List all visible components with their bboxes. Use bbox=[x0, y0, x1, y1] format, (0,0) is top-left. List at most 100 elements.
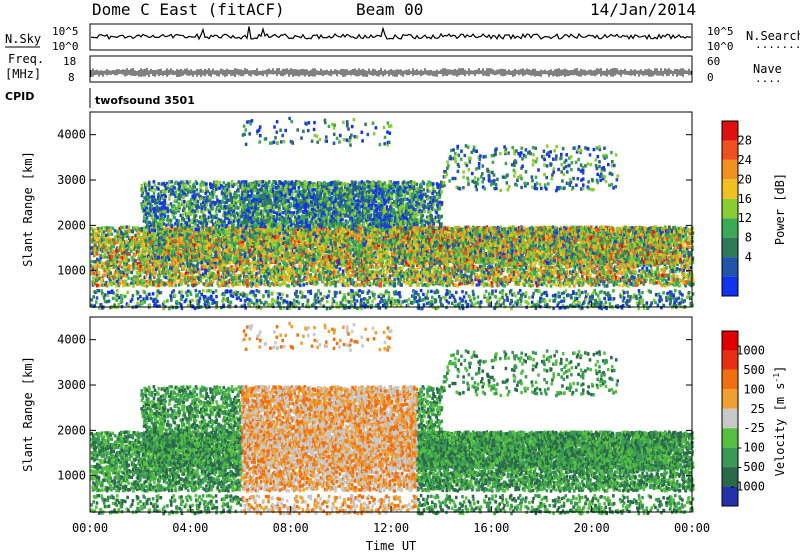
power-cell-4251 bbox=[485, 274, 488, 277]
power-cell-965 bbox=[180, 278, 183, 281]
power-cell-2331 bbox=[307, 238, 310, 241]
power-cell-2122 bbox=[287, 275, 290, 278]
power-cell-2633 bbox=[336, 275, 339, 278]
power-cell-2963 bbox=[365, 264, 368, 267]
power-cell-271 bbox=[116, 260, 119, 263]
power-cell-2069 bbox=[284, 279, 287, 282]
power-cell-2417 bbox=[316, 282, 319, 285]
power-cell-218 bbox=[110, 233, 113, 236]
power-cell-427 bbox=[130, 281, 133, 284]
power-cell-3906 bbox=[454, 283, 457, 286]
power-cell-2239 bbox=[299, 275, 302, 278]
power-cell-1832 bbox=[260, 271, 263, 274]
nave-tick-top: 60 bbox=[707, 55, 720, 68]
power-cell-853 bbox=[169, 270, 172, 273]
power-cell-4015 bbox=[463, 274, 466, 277]
power-cell-2324 bbox=[308, 268, 311, 271]
power-cell-3322 bbox=[401, 267, 404, 270]
power-cell-2620 bbox=[334, 281, 337, 284]
freq-trace bbox=[91, 68, 691, 77]
power-cell-4917 bbox=[548, 281, 551, 284]
power-cell-4397 bbox=[499, 278, 502, 281]
power-cell-2691 bbox=[342, 280, 345, 283]
power-cell-3195 bbox=[389, 274, 392, 277]
power-cell-46 bbox=[94, 228, 97, 231]
power-cell-4071 bbox=[468, 269, 471, 272]
power-cell-1344 bbox=[213, 276, 216, 279]
power-cell-1091 bbox=[190, 263, 193, 266]
power-cell-253 bbox=[114, 276, 117, 279]
freq-panel bbox=[90, 56, 692, 82]
power-cell-3917 bbox=[455, 275, 458, 278]
power-cell-197 bbox=[108, 277, 111, 280]
power-cell-3321 bbox=[400, 284, 403, 287]
power-cell-4386 bbox=[498, 283, 501, 286]
power-cell-307 bbox=[119, 260, 122, 263]
freq-label: Freq. bbox=[8, 52, 44, 66]
power-cell-4494 bbox=[507, 279, 510, 282]
power-cell-3931 bbox=[456, 278, 459, 281]
power-cell-418 bbox=[128, 226, 131, 229]
power-cell-2274 bbox=[302, 283, 305, 286]
power-cell-2120 bbox=[288, 284, 291, 287]
power-cell-1169 bbox=[196, 265, 199, 268]
power-cell-4655 bbox=[523, 284, 526, 287]
power-cell-4887 bbox=[545, 284, 548, 287]
power-cell-935 bbox=[176, 266, 179, 269]
power-cell-567 bbox=[143, 279, 146, 282]
power-cell-2022 bbox=[278, 278, 281, 281]
power-cell-3226 bbox=[391, 280, 394, 283]
power-cell-209 bbox=[110, 281, 113, 284]
power-cell-1181 bbox=[198, 270, 201, 273]
power-cell-2203 bbox=[296, 268, 299, 271]
power-cell-370 bbox=[125, 280, 128, 283]
power-cell-2037 bbox=[279, 265, 282, 268]
power-cell-448 bbox=[132, 230, 135, 233]
power-cell-167 bbox=[106, 226, 109, 229]
power-cell-2 bbox=[91, 260, 94, 263]
power-cell-25 bbox=[93, 272, 96, 275]
power-cell-199 bbox=[109, 267, 112, 270]
rti-plot: Dome C East (fitACF) Beam 00 14/Jan/2014… bbox=[0, 0, 800, 554]
power-cell-690 bbox=[155, 271, 158, 274]
power-cell-1902 bbox=[268, 264, 271, 267]
power-cell-76 bbox=[98, 271, 101, 274]
title-date: 14/Jan/2014 bbox=[590, 0, 696, 19]
power-cell-3479 bbox=[416, 277, 419, 280]
power-cell-3112 bbox=[380, 283, 383, 286]
power-cell-233 bbox=[112, 245, 115, 248]
power-cell-1307 bbox=[211, 283, 214, 286]
power-cell-3442 bbox=[412, 280, 415, 283]
power-cell-2295 bbox=[305, 282, 308, 285]
power-cell-106 bbox=[101, 283, 104, 286]
power-cell-4888 bbox=[545, 276, 548, 279]
power-cell-1007 bbox=[183, 267, 186, 270]
power-cell-1144 bbox=[194, 280, 197, 283]
power-cell-2431 bbox=[317, 269, 320, 272]
power-cell-908 bbox=[174, 284, 177, 287]
power-cell-1794 bbox=[257, 284, 260, 287]
power-cell-1819 bbox=[260, 275, 263, 278]
power-cell-64 bbox=[97, 265, 100, 268]
power-cell-3251 bbox=[393, 281, 396, 284]
power-cell-251 bbox=[114, 229, 117, 232]
power-cell-865 bbox=[171, 284, 174, 287]
power-cell-140 bbox=[103, 230, 106, 233]
power-cell-678 bbox=[153, 276, 156, 279]
power-cell-498 bbox=[136, 238, 139, 241]
title-beam: Beam 00 bbox=[356, 0, 423, 19]
power-cell-3000 bbox=[369, 281, 372, 284]
power-cell-2311 bbox=[306, 276, 309, 279]
cpid-label: CPID bbox=[5, 90, 34, 103]
power-cell-3744 bbox=[440, 271, 443, 274]
power-cell-2642 bbox=[337, 270, 340, 273]
power-cell-4281 bbox=[489, 276, 492, 279]
power-cell-1901 bbox=[267, 281, 270, 284]
power-cell-4719 bbox=[530, 263, 533, 266]
power-cell-2372 bbox=[312, 270, 315, 273]
power-cell-3840 bbox=[447, 267, 450, 270]
power-cell-3920 bbox=[455, 268, 458, 271]
power-cell-136 bbox=[103, 249, 106, 252]
power-cell-4677 bbox=[526, 272, 529, 275]
power-cell-566 bbox=[144, 284, 147, 287]
